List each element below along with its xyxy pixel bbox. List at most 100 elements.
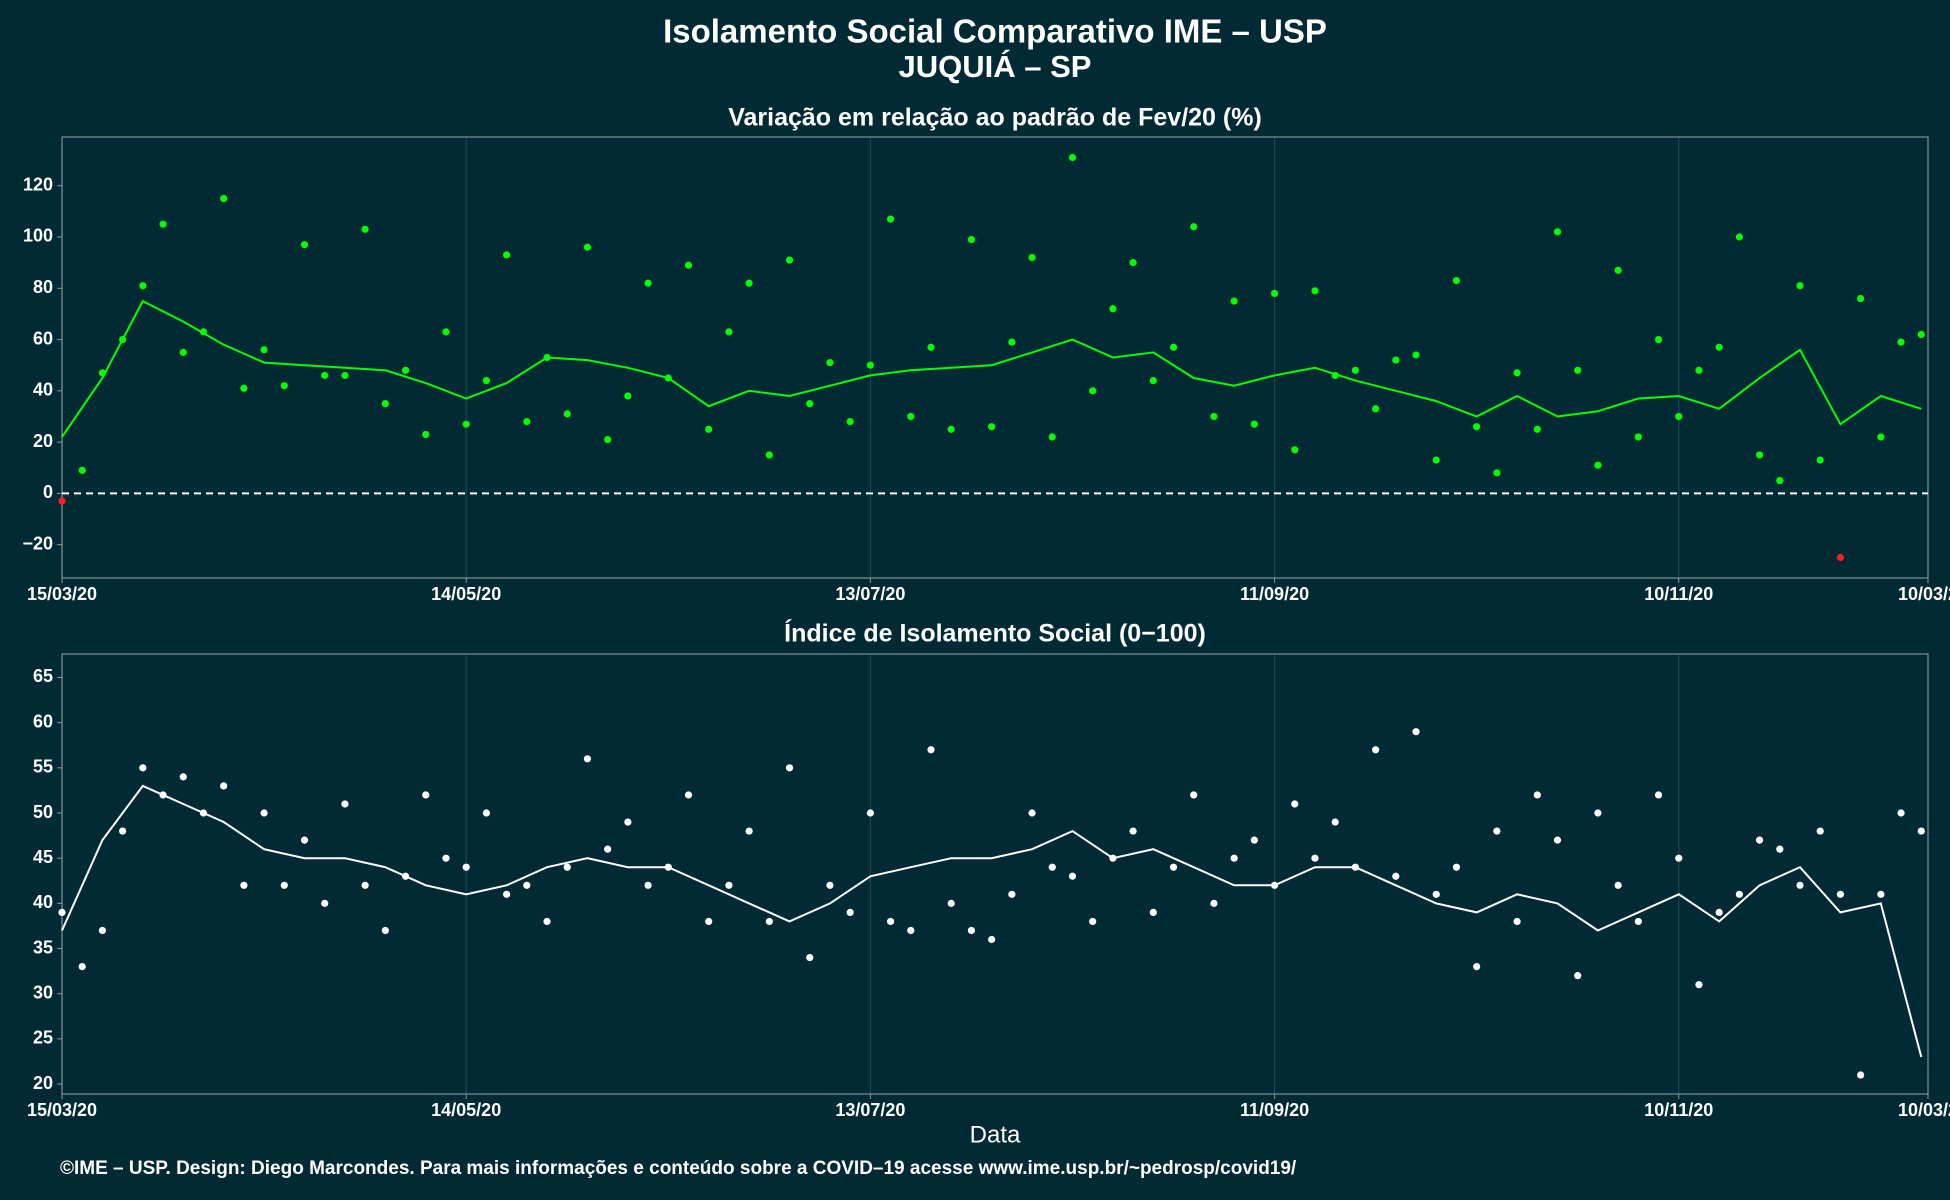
data-point (1654, 335, 1663, 344)
data-point (725, 881, 733, 889)
data-point (947, 899, 955, 907)
data-point (1493, 827, 1501, 835)
data-point (1897, 338, 1905, 346)
data-point (1432, 890, 1440, 898)
data-point (1190, 223, 1198, 231)
data-point (988, 935, 996, 944)
data-point (644, 881, 652, 889)
data-point (886, 215, 895, 223)
data-point (1230, 297, 1238, 305)
data-point (260, 809, 268, 817)
data-point (1493, 469, 1501, 477)
y-tick-label: 20 (33, 431, 53, 451)
data-point (361, 881, 369, 889)
data-point (1412, 728, 1420, 736)
x-tick-label: 13/07/20 (835, 584, 905, 604)
x-tick-label: 11/09/20 (1240, 584, 1309, 604)
data-point (78, 466, 86, 474)
data-point (98, 926, 107, 935)
data-point (644, 279, 652, 287)
x-tick-label: 10/03/2 (1898, 1100, 1950, 1120)
data-point (1836, 553, 1845, 562)
data-point (1129, 827, 1137, 835)
data-point (179, 348, 187, 356)
y-tick-label: 50 (33, 802, 53, 822)
data-point (1109, 305, 1117, 313)
data-point (826, 881, 834, 889)
data-point (846, 417, 854, 426)
data-point (1473, 423, 1481, 431)
data-point (300, 836, 309, 844)
data-point (1311, 287, 1319, 295)
x-tick-label: 14/05/20 (431, 584, 501, 604)
data-point (1250, 836, 1258, 844)
chart-title: Isolamento Social Comparativo IME – USP (663, 13, 1327, 50)
y-tick-label: 35 (33, 937, 53, 957)
data-point (1715, 343, 1723, 351)
data-point (1412, 351, 1420, 359)
data-point (1432, 456, 1440, 464)
data-point (624, 818, 632, 826)
data-point (725, 328, 733, 336)
data-point (1695, 366, 1703, 374)
data-point (1715, 908, 1723, 916)
data-point (806, 400, 814, 408)
data-point (1513, 917, 1521, 926)
data-point (1068, 872, 1077, 880)
data-point (604, 435, 612, 444)
data-point (1048, 863, 1056, 871)
data-point (1654, 791, 1663, 799)
data-point (967, 235, 976, 244)
data-point (119, 827, 127, 835)
data-point (1149, 376, 1157, 385)
x-tick-label: 10/11/20 (1644, 584, 1713, 604)
data-point (1755, 836, 1764, 844)
data-point (422, 791, 430, 799)
data-point (1372, 405, 1380, 413)
y-tick-label: −20 (22, 533, 53, 553)
data-point (563, 863, 571, 871)
data-point (1089, 387, 1097, 395)
data-point (1857, 1071, 1865, 1079)
data-point (139, 764, 147, 772)
data-point (78, 963, 86, 971)
data-point (58, 497, 66, 505)
y-tick-label: 55 (33, 757, 53, 777)
x-tick-label: 11/09/20 (1240, 1100, 1309, 1120)
data-point (462, 863, 470, 871)
y-tick-label: 45 (33, 847, 53, 867)
data-point (1553, 228, 1562, 236)
data-point (422, 430, 430, 439)
data-point (1755, 451, 1764, 459)
data-point (866, 809, 874, 817)
data-point (1129, 259, 1137, 267)
plot-title: Variação em relação ao padrão de Fev/20 … (728, 104, 1262, 132)
data-point (280, 881, 288, 889)
data-point (1594, 461, 1602, 469)
data-point (967, 926, 976, 935)
x-axis-label: Data (970, 1121, 1021, 1148)
data-point (1917, 827, 1925, 835)
data-point (1392, 356, 1400, 364)
data-point (1351, 366, 1360, 374)
data-point (1291, 446, 1299, 454)
data-point (1513, 369, 1521, 377)
data-point (220, 194, 228, 203)
data-point (1836, 890, 1845, 898)
data-point (1533, 425, 1541, 433)
data-point (1594, 809, 1602, 817)
y-tick-label: 60 (33, 328, 53, 348)
data-point (583, 243, 592, 251)
data-point (503, 251, 511, 259)
data-point (1331, 818, 1339, 826)
data-point (765, 917, 773, 926)
x-tick-label: 15/03/20 (27, 1100, 97, 1120)
y-tick-label: 40 (33, 892, 53, 912)
data-point (1169, 343, 1178, 351)
data-point (300, 241, 309, 249)
data-point (785, 764, 794, 772)
y-tick-label: 25 (33, 1028, 53, 1048)
data-point (1028, 809, 1036, 817)
plot-border (61, 136, 1929, 579)
